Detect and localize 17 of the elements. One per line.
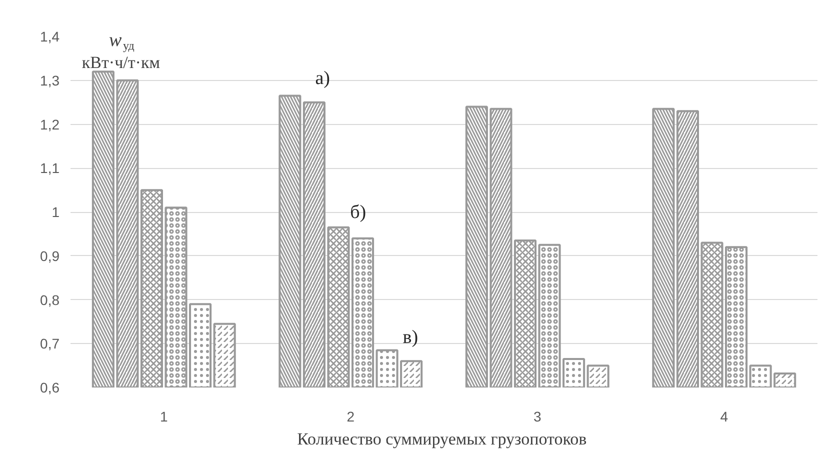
y-tick-label: 1: [52, 204, 60, 220]
x-axis-title: Количество суммируемых грузопотоков: [297, 430, 587, 448]
x-tick-label: 1: [160, 408, 168, 424]
x-tick-label: 2: [346, 408, 355, 424]
y-tick-label: 0,8: [40, 292, 60, 308]
x-tick-label: 4: [720, 408, 728, 424]
y-tick-label: 0,7: [40, 336, 60, 352]
annotation: б): [350, 202, 366, 223]
x-tick-label: 3: [533, 408, 542, 424]
y-tick-label: 1,3: [40, 72, 60, 88]
y-tick-label: 1,1: [40, 160, 60, 176]
y-tick-label: 1,2: [40, 116, 60, 132]
y-tick-label: 1,4: [40, 28, 60, 44]
y-tick-label: 0,9: [40, 248, 60, 264]
annotation: а): [315, 68, 330, 90]
annotation: в): [402, 327, 418, 348]
y-tick-label: 0,6: [40, 380, 60, 396]
